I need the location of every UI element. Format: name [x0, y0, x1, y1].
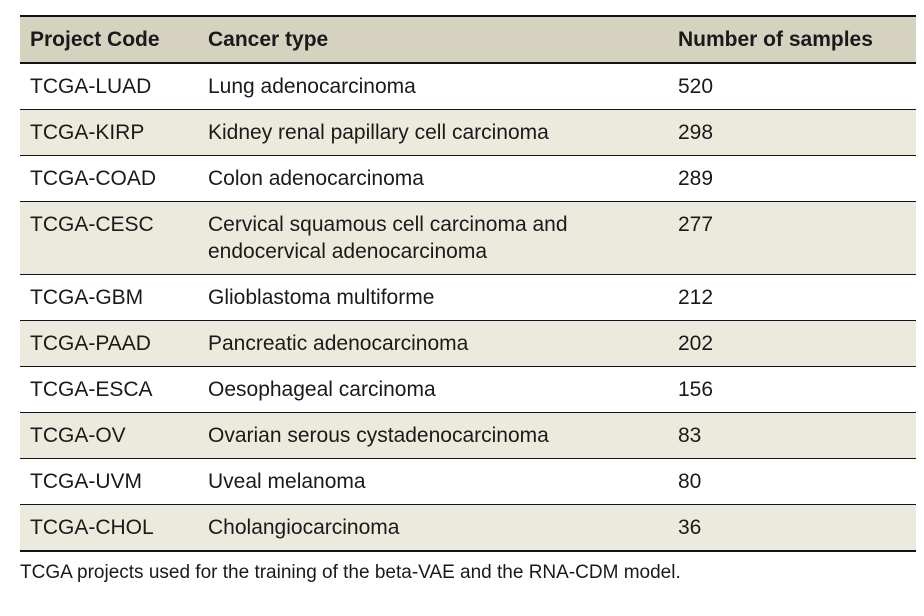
cancer-type-cell: Glioblastoma multiforme [208, 274, 678, 321]
cancer-type-cell: Ovarian serous cystadenocarcinoma [208, 412, 678, 459]
samples-cell: 298 [678, 109, 916, 156]
tcga-projects-table: Project Code Cancer type Number of sampl… [20, 15, 916, 552]
table-header: Project Code Cancer type Number of sampl… [20, 16, 916, 64]
samples-cell: 289 [678, 155, 916, 202]
project-code-cell: TCGA-COAD [20, 155, 208, 202]
cancer-type-cell: Oesophageal carcinoma [208, 366, 678, 413]
project-code-cell: TCGA-GBM [20, 274, 208, 321]
samples-cell: 212 [678, 274, 916, 321]
column-header-project-code: Project Code [20, 16, 208, 64]
project-code-cell: TCGA-UVM [20, 458, 208, 505]
samples-cell: 156 [678, 366, 916, 413]
table-row: TCGA-ESCA Oesophageal carcinoma 156 [20, 366, 916, 413]
table-caption: TCGA projects used for the training of t… [20, 562, 681, 583]
column-header-number-of-samples: Number of samples [678, 16, 916, 64]
table-row: TCGA-CHOL Cholangiocarcinoma 36 [20, 504, 916, 551]
table-body: TCGA-LUAD Lung adenocarcinoma 520 TCGA-K… [20, 63, 916, 551]
project-code-cell: TCGA-CESC [20, 201, 208, 275]
table-row: TCGA-GBM Glioblastoma multiforme 212 [20, 274, 916, 321]
cancer-type-cell: Pancreatic adenocarcinoma [208, 320, 678, 367]
cancer-type-cell: Cervical squamous cell carcinoma and end… [208, 201, 678, 275]
cancer-type-cell: Uveal melanoma [208, 458, 678, 505]
project-code-cell: TCGA-OV [20, 412, 208, 459]
project-code-cell: TCGA-KIRP [20, 109, 208, 156]
cancer-type-cell: Kidney renal papillary cell carcinoma [208, 109, 678, 156]
table-row: TCGA-COAD Colon adenocarcinoma 289 [20, 155, 916, 202]
project-code-cell: TCGA-ESCA [20, 366, 208, 413]
table-row: TCGA-KIRP Kidney renal papillary cell ca… [20, 109, 916, 156]
cancer-type-cell: Lung adenocarcinoma [208, 63, 678, 110]
table-row: TCGA-UVM Uveal melanoma 80 [20, 458, 916, 505]
header-row: Project Code Cancer type Number of sampl… [20, 16, 916, 64]
samples-cell: 277 [678, 201, 916, 275]
samples-cell: 80 [678, 458, 916, 505]
table-row: TCGA-CESC Cervical squamous cell carcino… [20, 201, 916, 275]
samples-cell: 202 [678, 320, 916, 367]
samples-cell: 520 [678, 63, 916, 110]
table-row: TCGA-PAAD Pancreatic adenocarcinoma 202 [20, 320, 916, 367]
column-header-cancer-type: Cancer type [208, 16, 678, 64]
samples-cell: 83 [678, 412, 916, 459]
table-row: TCGA-OV Ovarian serous cystadenocarcinom… [20, 412, 916, 459]
table-row: TCGA-LUAD Lung adenocarcinoma 520 [20, 63, 916, 110]
project-code-cell: TCGA-LUAD [20, 63, 208, 110]
project-code-cell: TCGA-CHOL [20, 504, 208, 551]
project-code-cell: TCGA-PAAD [20, 320, 208, 367]
cancer-type-cell: Colon adenocarcinoma [208, 155, 678, 202]
cancer-type-cell: Cholangiocarcinoma [208, 504, 678, 551]
samples-cell: 36 [678, 504, 916, 551]
